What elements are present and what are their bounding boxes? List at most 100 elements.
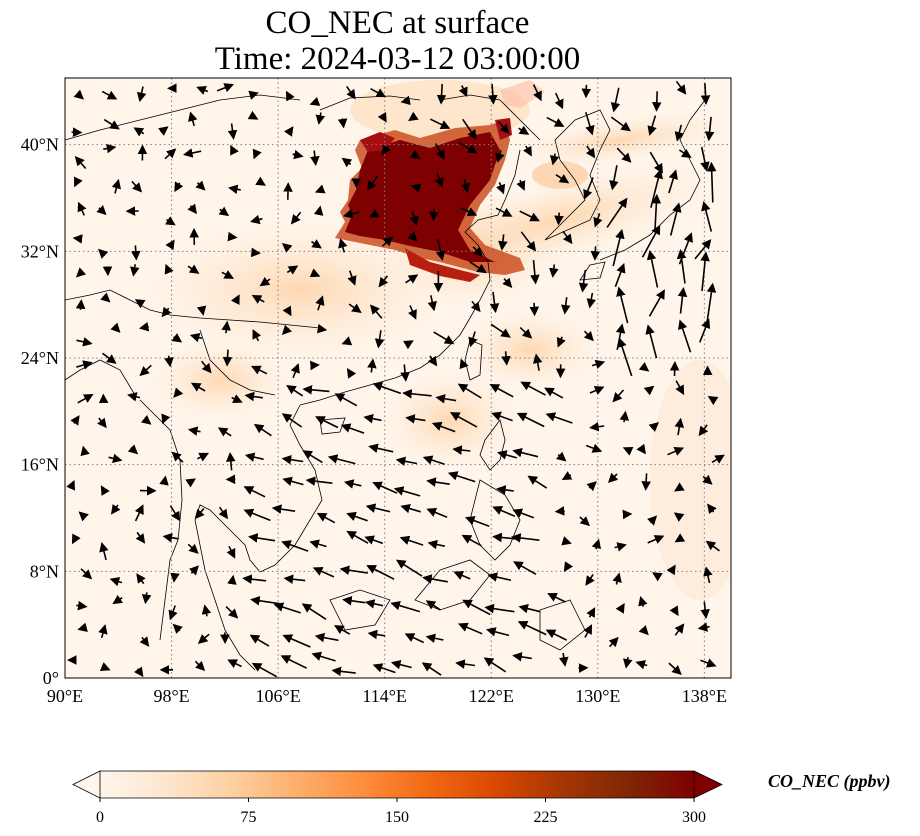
wind-arrow (102, 352, 117, 364)
wind-arrow (159, 475, 169, 486)
wind-arrow (702, 474, 713, 485)
wind-arrow (242, 574, 267, 584)
wind-arrow (230, 144, 239, 156)
wind-arrow (131, 180, 143, 193)
wind-arrow (76, 600, 88, 611)
wind-arrow (393, 486, 421, 497)
wind-arrow (74, 176, 83, 188)
wind-arrow (134, 299, 146, 309)
wind-arrow (619, 410, 630, 423)
wind-arrow (381, 144, 391, 156)
wind-arrow (469, 261, 487, 274)
wind-arrow (489, 291, 500, 314)
wind-arrow (651, 91, 662, 112)
wind-arrow (343, 479, 362, 489)
lon-tick-label: 114°E (362, 686, 407, 706)
wind-arrow (674, 124, 684, 142)
wind-arrow (675, 380, 685, 396)
wind-arrow (562, 230, 573, 245)
wind-arrow (431, 421, 456, 433)
wind-arrow (96, 204, 107, 216)
wind-arrow (286, 265, 299, 275)
wind-arrow (470, 300, 481, 313)
wind-arrow (694, 239, 712, 260)
wind-arrow (172, 623, 183, 634)
wind-arrow (196, 452, 210, 462)
wind-arrow (667, 446, 685, 456)
wind-arrow (425, 600, 441, 611)
wind-arrow (435, 238, 446, 261)
wind-arrow (309, 96, 321, 106)
wind-arrow (616, 147, 632, 163)
wind-arrow (340, 423, 365, 434)
wind-arrow (250, 214, 263, 225)
colorbar-gradient (100, 771, 694, 798)
wind-arrow (76, 360, 93, 370)
wind-arrow (174, 181, 184, 193)
wind-arrow (433, 331, 455, 345)
wind-arrow (554, 92, 564, 110)
wind-arrow (519, 210, 540, 222)
wind-arrow (554, 506, 565, 516)
wind-arrow (399, 535, 424, 546)
wind-arrow (188, 565, 199, 576)
wind-arrow (458, 141, 478, 154)
wind-arrow (674, 417, 685, 436)
wind-arrow (77, 201, 87, 216)
wind-arrow (583, 177, 594, 200)
lon-tick-label: 130°E (575, 686, 620, 706)
wind-arrow (519, 327, 533, 339)
wind-arrow (280, 655, 308, 669)
wind-arrow (609, 165, 619, 191)
wind-arrow (641, 224, 661, 258)
map-time: Time: 2024-03-12 03:00:00 (214, 41, 581, 77)
wind-arrow (589, 421, 605, 432)
wind-arrow (136, 86, 147, 103)
lat-tick-label: 8°N (30, 561, 59, 581)
wind-arrow (127, 444, 139, 455)
wind-arrow (529, 302, 540, 317)
wind-arrow (517, 620, 547, 636)
wind-arrow (556, 336, 566, 348)
wind-arrow (250, 247, 261, 258)
wind-arrow (497, 120, 510, 135)
wind-arrow (622, 657, 633, 669)
wind-arrow (374, 330, 385, 349)
wind-arrow (462, 118, 477, 140)
wind-arrow (593, 213, 603, 228)
wind-arrow (226, 452, 236, 471)
wind-arrow (390, 659, 412, 670)
wind-arrow (111, 178, 122, 194)
wind-arrow (706, 282, 717, 323)
wind-arrow (449, 412, 478, 428)
wind-arrow (427, 355, 438, 367)
wind-arrow (259, 276, 271, 287)
wind-arrow (76, 337, 93, 347)
wind-arrow (283, 574, 306, 584)
wind-arrow (221, 270, 235, 279)
wind-arrow (512, 447, 539, 458)
wind-arrow (290, 363, 300, 379)
wind-arrow (498, 234, 508, 251)
wind-arrow (549, 264, 559, 278)
wind-arrow (311, 651, 336, 662)
map-plot-area (65, 78, 731, 678)
wind-arrow (458, 622, 483, 635)
wind-arrow (617, 337, 633, 377)
wind-arrow (607, 472, 619, 484)
wind-arrow (427, 539, 445, 550)
wind-arrow (612, 228, 625, 267)
wind-arrow (200, 360, 212, 374)
wind-arrow (434, 172, 444, 188)
wind-arrow (127, 392, 141, 402)
wind-arrow (648, 422, 660, 432)
map-title: CO_NEC at surface (265, 5, 530, 41)
wind-arrow (271, 504, 296, 514)
wind-arrow (248, 90, 259, 100)
wind-arrow (165, 239, 175, 251)
wind-arrow (282, 634, 311, 648)
wind-arrow (645, 324, 658, 359)
wind-arrow (700, 251, 710, 292)
wind-arrow (164, 355, 174, 368)
wind-arrow (426, 507, 448, 518)
